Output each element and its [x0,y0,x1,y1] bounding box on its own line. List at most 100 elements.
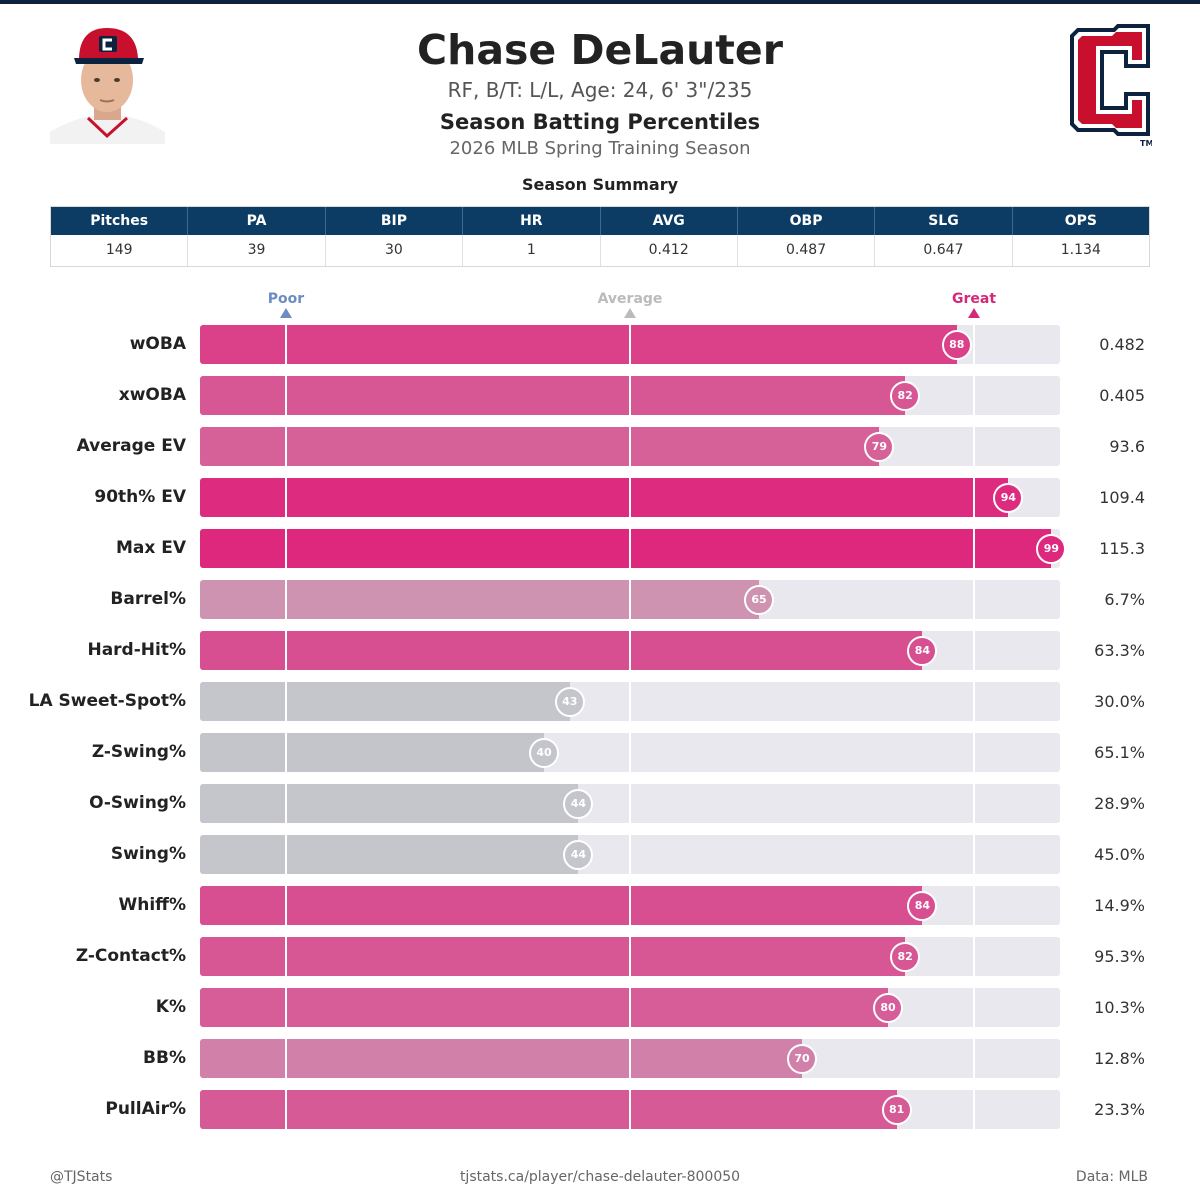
percentile-bar [200,1090,897,1129]
reference-gridline [629,529,631,568]
summary-value-cell: 149 [51,235,189,266]
reference-gridline [285,682,287,721]
reference-gridline [973,631,975,670]
reference-gridline [285,580,287,619]
percentile-bar [200,937,906,976]
player-headshot [50,24,165,144]
metric-value: 95.3% [1094,947,1145,966]
percentile-bar [200,580,759,619]
reference-gridline [629,376,631,415]
metric-label: Z-Swing% [91,742,186,762]
reference-gridline [285,835,287,874]
player-name: Chase DeLauter [417,26,783,74]
reference-gridline [629,631,631,670]
reference-gridline [629,733,631,772]
reference-gridline [285,478,287,517]
average-marker-icon [624,308,636,318]
metric-value: 65.1% [1094,743,1145,762]
metric-value: 0.405 [1099,386,1145,405]
metric-label: Swing% [110,844,186,864]
reference-gridline [285,631,287,670]
metric-label: Max EV [115,538,186,558]
reference-gridline [285,1039,287,1078]
metric-label: K% [155,997,186,1017]
summary-value-cell: 0.412 [601,235,738,266]
metric-value: 115.3 [1099,539,1145,558]
metric-label: Whiff% [118,895,187,915]
percentile-marker: 84 [907,635,938,666]
reference-gridline [285,1090,287,1129]
reference-gridline [973,1090,975,1129]
reference-gridline [973,580,975,619]
percentile-bar [200,325,957,364]
reference-gridline [629,682,631,721]
reference-gridline [629,784,631,823]
percentile-bar [200,631,923,670]
percentile-marker: 88 [941,329,972,360]
reference-gridline [973,376,975,415]
metric-value: 23.3% [1094,1100,1145,1119]
reference-gridline [285,886,287,925]
metric-label: LA Sweet-Spot% [28,691,186,711]
metric-label: Z-Contact% [75,946,186,966]
percentile-bar [200,784,579,823]
percentile-bar [200,682,570,721]
reference-gridline [629,580,631,619]
metric-label: Barrel% [110,589,186,609]
team-logo: TM [1068,22,1153,152]
metric-value: 109.4 [1099,488,1145,507]
metric-label: BB% [143,1048,186,1068]
reference-gridline [285,988,287,1027]
percentile-marker: 79 [864,431,895,462]
reference-gridline [973,1039,975,1078]
reference-gridline [629,325,631,364]
summary-header-cell: OPS [1064,213,1097,229]
summary-header-cell: AVG [601,207,738,235]
scale-label-average: Average [597,291,663,307]
metric-value: 14.9% [1094,896,1145,915]
team-logo-c-icon: TM [1070,24,1153,148]
reference-gridline [629,835,631,874]
player-headshot-image [50,28,165,144]
reference-gridline [973,784,975,823]
reference-gridline [285,937,287,976]
percentile-marker: 43 [554,686,585,717]
top-border [0,0,1200,4]
reference-gridline [285,427,287,466]
percentile-marker: 84 [907,890,938,921]
summary-value-cell: 30 [326,235,464,266]
reference-gridline [973,835,975,874]
summary-header-cell: PA [188,207,326,235]
percentile-marker: 80 [873,992,903,1023]
summary-value-cell: 0.487 [738,235,876,266]
metric-label: 90th% EV [94,487,186,507]
reference-gridline [973,988,975,1027]
metric-value: 93.6 [1109,437,1145,456]
summary-value-row: 149 39 30 1 0.412 0.487 0.647 1.134 [51,235,1149,266]
percentile-bar [200,733,544,772]
reference-gridline [285,784,287,823]
percentile-marker: 94 [993,482,1024,513]
metric-value: 63.3% [1094,641,1145,660]
percentile-marker: 82 [890,380,921,411]
summary-header-cell: SLG [875,207,1013,235]
percentile-bar [200,427,880,466]
reference-gridline [285,325,287,364]
metric-label: wOBA [129,334,186,354]
scale-label-great: Great [951,291,997,307]
poor-marker-icon [280,308,292,318]
great-marker-icon [968,308,980,318]
percentile-bar [200,886,923,925]
summary-header-row: Pitches PA BIP HR AVG OBP SLG OPS [51,207,1149,235]
metric-label: O-Swing% [89,793,186,813]
metric-value: 12.8% [1094,1049,1145,1068]
percentile-marker: 81 [881,1094,912,1125]
summary-value-cell: 0.647 [875,235,1013,266]
metric-value: 45.0% [1094,845,1145,864]
summary-header-cell: OBP [738,207,876,235]
footer-source: Data: MLB [1075,1169,1148,1185]
season-label: 2026 MLB Spring Training Season [449,138,751,159]
reference-gridline [629,886,631,925]
metric-value: 28.9% [1094,794,1145,813]
